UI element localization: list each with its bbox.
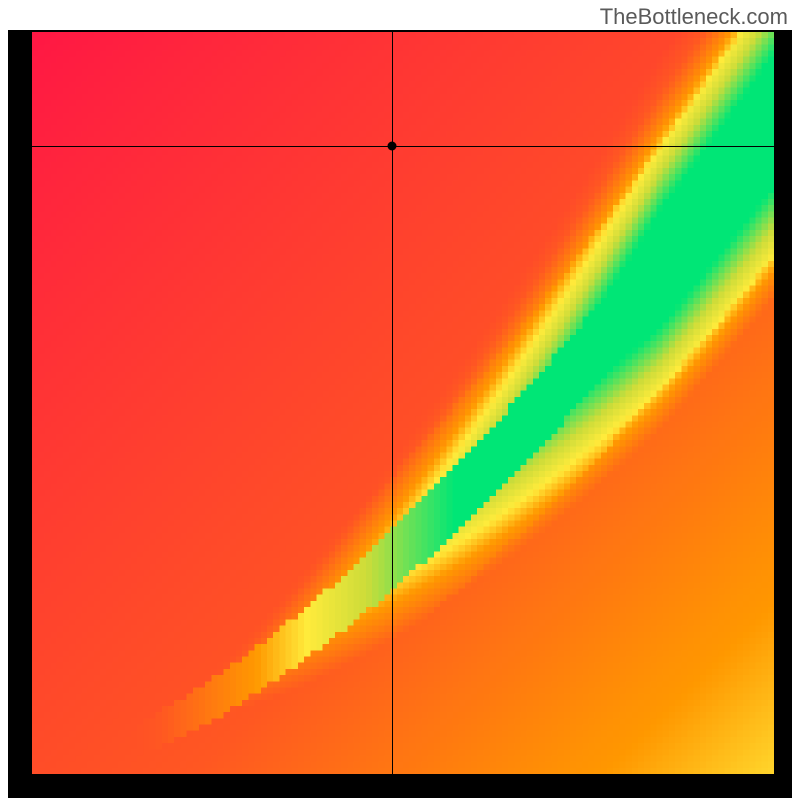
heatmap-area	[32, 32, 774, 774]
watermark: TheBottleneck.com	[600, 4, 788, 30]
heatmap-canvas	[32, 32, 774, 774]
plot-frame	[8, 30, 792, 798]
crosshair-marker	[387, 141, 396, 150]
crosshair-horizontal	[32, 146, 774, 147]
